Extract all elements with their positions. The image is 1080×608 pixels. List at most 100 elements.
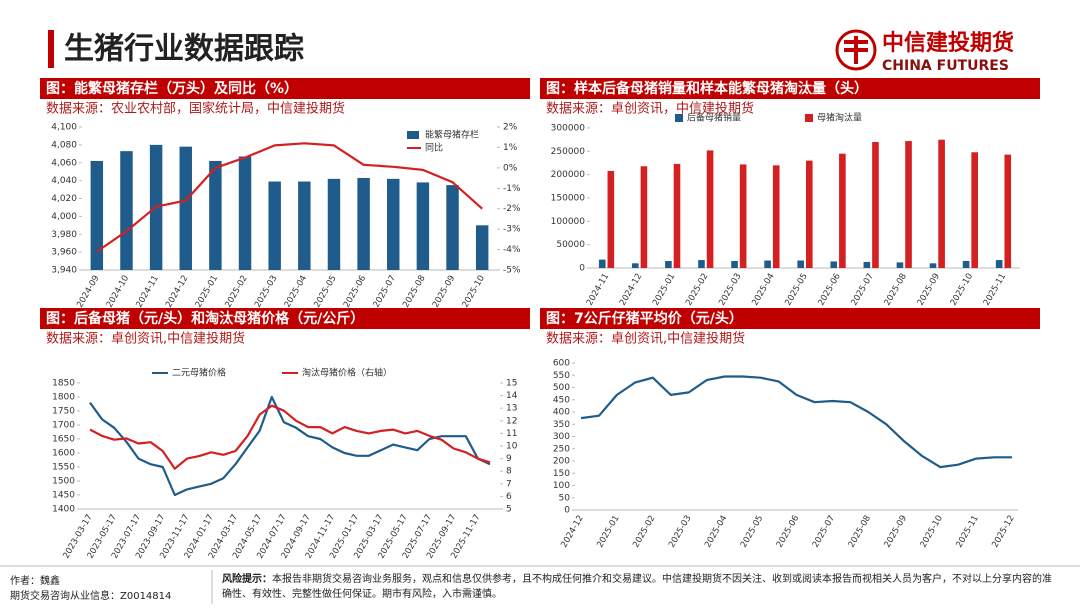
y-tick-label: 3,960 — [51, 248, 77, 258]
y-tick-label: 1500 — [52, 477, 75, 487]
x-tick-label: 2025-07 — [811, 514, 837, 550]
y-tick-label: 1400 — [52, 505, 75, 515]
bar — [797, 260, 805, 268]
bar — [929, 263, 937, 268]
y2-tick-label: -3% — [503, 225, 521, 235]
bar — [90, 160, 104, 270]
x-tick-label: 2025-01 — [194, 274, 220, 310]
y-tick-label: 550 — [553, 371, 570, 381]
bar — [607, 170, 615, 268]
x-tick-label: 2025-03 — [667, 514, 693, 550]
x-tick-label: 2024-12 — [559, 514, 585, 550]
bar — [764, 260, 771, 268]
line — [580, 375, 1012, 469]
y-tick-label: 100 — [553, 481, 570, 491]
author: 作者：魏鑫 — [10, 576, 60, 587]
bar — [665, 261, 672, 268]
bar — [268, 181, 281, 270]
bar — [640, 166, 648, 268]
x-tick-label: 2025-04 — [703, 514, 729, 550]
y-tick-label: 400 — [553, 408, 570, 418]
chart-title: 图：能繁母猪存栏（万头）及同比（%） — [46, 80, 298, 97]
y2-tick-label: 0% — [503, 163, 518, 173]
x-tick-label: 2025-02 — [631, 514, 657, 550]
x-tick-label: 2024-11 — [134, 274, 160, 310]
y-tick-label: 4,020 — [51, 194, 77, 204]
bar — [731, 261, 738, 268]
chart-source: 数据来源：农业农村部，国家统计局，中信建投期货 — [46, 101, 345, 117]
y-tick-label: 250 — [553, 444, 570, 454]
chart-source: 数据来源：卓创资讯，中信建投期货 — [546, 101, 754, 117]
y-tick-label: 0 — [564, 506, 570, 516]
x-tick-label: 2025-08 — [847, 514, 873, 550]
logo-en: CHINA FUTURES — [882, 58, 1009, 74]
bar — [962, 261, 970, 268]
y-tick-label: 1850 — [52, 379, 75, 389]
y-tick-label: 4,000 — [51, 212, 77, 222]
bar — [805, 160, 813, 268]
line — [96, 142, 483, 253]
x-tick-label: 2025-01 — [595, 514, 621, 550]
y-tick-label: 450 — [553, 395, 570, 405]
bar — [416, 182, 430, 270]
y-tick-label: 0 — [579, 264, 585, 274]
y2-tick-label: 9 — [506, 454, 512, 464]
bar — [238, 156, 252, 270]
legend-label: 二元母猪价格 — [172, 367, 226, 379]
x-tick-label: 2025-12 — [990, 514, 1016, 550]
y-tick-label: 50000 — [556, 240, 585, 250]
bar — [830, 261, 838, 268]
bar — [872, 142, 879, 268]
chart-title-bar — [40, 308, 530, 329]
y-tick-label: 3,980 — [51, 230, 77, 240]
x-tick-label: 2025-08 — [401, 274, 427, 310]
bar — [863, 261, 871, 268]
y-tick-label: 1650 — [52, 435, 75, 445]
y-tick-label: 250000 — [551, 147, 586, 157]
bar — [839, 153, 846, 268]
y2-tick-label: 10 — [506, 442, 518, 452]
y-tick-label: 4,040 — [51, 176, 77, 186]
x-tick-label: 2025-06 — [775, 514, 801, 550]
y-tick-label: 150 — [553, 469, 570, 479]
y-tick-label: 500 — [553, 383, 570, 393]
legend-label: 能繁母猪存栏 — [425, 129, 479, 141]
bar — [298, 181, 311, 270]
x-tick-label: 2024-12 — [164, 274, 190, 310]
bar — [598, 259, 606, 268]
x-tick-label: 2025-03 — [253, 274, 279, 310]
license: 期货交易咨询从业信息：Z0014814 — [10, 591, 172, 602]
logo — [835, 29, 877, 71]
legend-swatch — [407, 131, 419, 139]
y-tick-label: 3,940 — [51, 266, 77, 276]
x-tick-label: 2025-07 — [372, 274, 398, 310]
chart-title-bar — [40, 78, 530, 99]
bar — [387, 178, 400, 270]
y-tick-label: 1800 — [52, 393, 75, 403]
risk-text: 本报告非期货交易咨询业务服务，观点和信息仅供参考，且不构成任何推介和交易建议。中… — [222, 574, 1052, 600]
bar — [706, 150, 714, 268]
y-tick-label: 200000 — [551, 170, 586, 180]
line — [89, 404, 491, 470]
bar — [905, 141, 912, 268]
legend-swatch — [805, 114, 813, 122]
bar — [673, 163, 681, 268]
y2-tick-label: 2% — [503, 123, 518, 133]
chart-source: 数据来源：卓创资讯,中信建投期货 — [46, 331, 245, 347]
y-tick-label: 150000 — [551, 194, 586, 204]
bar — [446, 185, 459, 270]
x-tick-label: 2025-02 — [223, 274, 249, 310]
x-tick-label: 2025-02 — [684, 272, 710, 308]
x-tick-label: 2025-01 — [651, 272, 677, 308]
bar — [179, 146, 192, 270]
x-tick-label: 2024-09 — [75, 274, 101, 310]
logo-cn: 中信建投期货 — [882, 30, 1014, 56]
y2-tick-label: 11 — [506, 429, 517, 439]
bar — [1004, 154, 1012, 268]
y2-tick-label: 1% — [503, 143, 518, 153]
y2-tick-label: 8 — [506, 467, 512, 477]
y-tick-label: 4,080 — [51, 140, 77, 150]
bar — [357, 177, 370, 270]
y2-tick-label: 14 — [506, 391, 518, 401]
y2-tick-label: -4% — [503, 245, 521, 255]
